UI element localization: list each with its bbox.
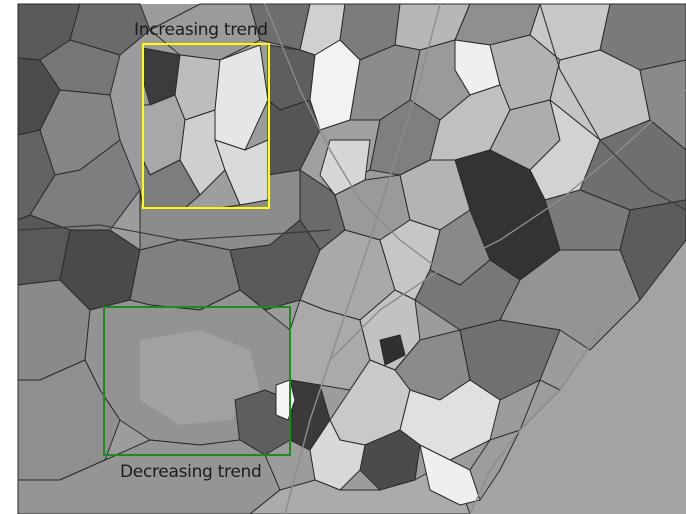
- road: [329, 89, 686, 361]
- district: [17, 439, 281, 514]
- district: [639, 59, 686, 151]
- district-polygons: [17, 3, 686, 514]
- district: [39, 39, 121, 96]
- road: [469, 329, 601, 514]
- road-network: [17, 3, 686, 514]
- increasing-trend-label: Increasing trend: [134, 20, 268, 40]
- decreasing-trend-label: Decreasing trend: [120, 462, 262, 482]
- increasing-trend-box: [142, 43, 270, 209]
- district: [29, 139, 141, 231]
- district: [619, 199, 686, 301]
- road: [264, 3, 441, 271]
- road: [17, 224, 331, 241]
- district: [69, 3, 151, 56]
- road: [539, 3, 686, 211]
- district-core: [140, 330, 260, 425]
- road: [284, 3, 441, 514]
- decreasing-trend-box: [103, 306, 291, 456]
- district: [379, 334, 406, 366]
- district: [249, 459, 471, 514]
- district: [289, 379, 331, 451]
